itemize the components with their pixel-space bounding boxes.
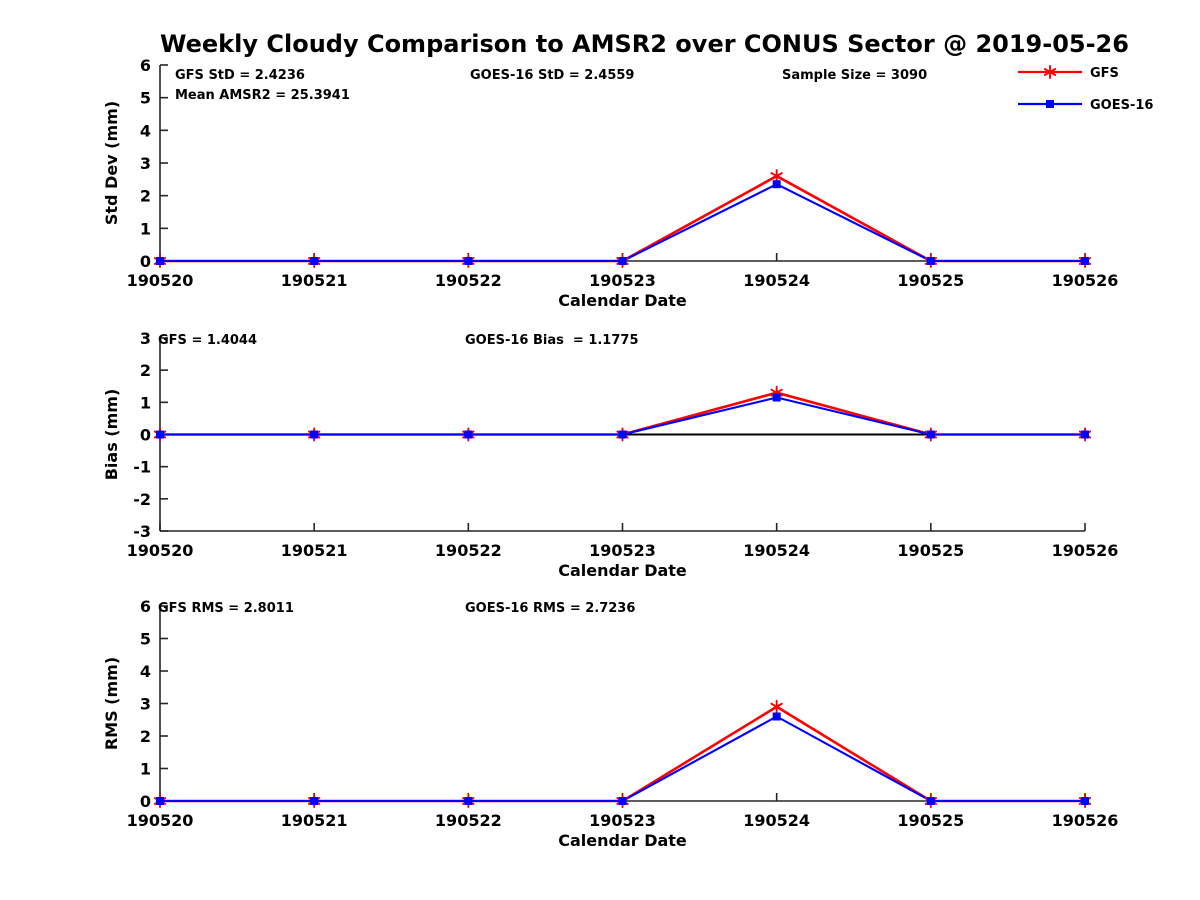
y-tick-label: 1 bbox=[140, 393, 151, 412]
square-marker-icon bbox=[1081, 430, 1089, 439]
square-marker-icon bbox=[310, 257, 319, 265]
x-tick-label: 190526 bbox=[1052, 271, 1119, 290]
square-marker-icon bbox=[926, 430, 935, 439]
x-tick-label: 190520 bbox=[127, 811, 194, 830]
stat-annotation: GFS RMS = 2.8011 bbox=[158, 601, 294, 616]
square-marker-icon bbox=[926, 257, 935, 265]
x-tick-label: 190520 bbox=[127, 271, 194, 290]
x-tick-label: 190523 bbox=[589, 541, 656, 560]
square-marker-icon bbox=[156, 257, 164, 265]
stat-annotation: GOES-16 Bias = 1.1775 bbox=[465, 333, 639, 348]
square-marker-icon bbox=[618, 257, 627, 265]
chart-std-dev-mm: 0 1 2 3 4 5 6 190520 190521 190522 190523 190524 190… bbox=[102, 56, 1118, 310]
x-tick-label: 190525 bbox=[897, 541, 964, 560]
x-tick-label: 190521 bbox=[281, 811, 348, 830]
x-tick-label: 190525 bbox=[897, 811, 964, 830]
x-tick-label: 190524 bbox=[743, 271, 810, 290]
y-tick-label: 1 bbox=[140, 760, 151, 779]
square-marker-icon bbox=[1081, 257, 1089, 265]
y-tick-label: 1 bbox=[140, 219, 151, 238]
gfs-line bbox=[160, 174, 1085, 263]
gfs-markers bbox=[153, 169, 1092, 268]
square-marker-icon bbox=[156, 430, 164, 439]
y-tick-label: 5 bbox=[140, 630, 151, 649]
y-tick-label: 5 bbox=[140, 89, 151, 108]
goes-16-markers bbox=[156, 393, 1089, 439]
square-marker-icon bbox=[772, 180, 781, 189]
chart-rms-mm: 0 1 2 3 4 5 6 190520 190521 190522 190523 190524 190… bbox=[102, 597, 1118, 850]
x-tick-label: 190524 bbox=[743, 541, 810, 560]
x-tick-label: 190522 bbox=[435, 271, 502, 290]
figure-title: Weekly Cloudy Comparison to AMSR2 over C… bbox=[160, 30, 1129, 58]
stat-annotation: Mean AMSR2 = 25.3941 bbox=[175, 88, 350, 103]
asterisk-marker-icon bbox=[770, 699, 783, 714]
stat-annotation: GFS StD = 2.4236 bbox=[175, 68, 305, 83]
y-tick-label: 3 bbox=[140, 154, 151, 173]
square-marker-icon bbox=[926, 797, 935, 805]
y-tick-label: 4 bbox=[140, 662, 151, 681]
stat-annotation: Sample Size = 3090 bbox=[782, 68, 927, 83]
y-tick-label: 0 bbox=[140, 426, 151, 445]
y-tick-label: 0 bbox=[140, 252, 151, 271]
y-tick-label: 0 bbox=[140, 792, 151, 811]
square-marker-icon bbox=[618, 430, 627, 439]
square-marker-icon bbox=[772, 393, 781, 402]
x-tick-label: 190523 bbox=[589, 271, 656, 290]
y-axis-label: Std Dev (mm) bbox=[102, 101, 121, 225]
y-tick-label: -2 bbox=[133, 490, 151, 509]
chart-bias-mm: -3 -2 -1 0 1 2 3 190520 190521 190522 190523 190524… bbox=[102, 329, 1118, 580]
goes-16-line bbox=[160, 715, 1085, 803]
x-tick-label: 190522 bbox=[435, 811, 502, 830]
square-marker-icon bbox=[618, 797, 627, 805]
x-tick-label: 190525 bbox=[897, 271, 964, 290]
square-marker-icon bbox=[1046, 100, 1054, 108]
x-tick-label: 190522 bbox=[435, 541, 502, 560]
stat-annotation: GOES-16 RMS = 2.7236 bbox=[465, 601, 635, 616]
asterisk-marker-icon bbox=[770, 169, 783, 184]
x-tick-label: 190521 bbox=[281, 271, 348, 290]
x-tick-label: 190520 bbox=[127, 541, 194, 560]
goes-16-markers bbox=[156, 180, 1089, 265]
y-tick-label: 6 bbox=[140, 56, 151, 75]
goes-16-line bbox=[160, 183, 1085, 263]
y-tick-label: 3 bbox=[140, 329, 151, 348]
gfs-line bbox=[160, 705, 1085, 803]
y-axis-label: RMS (mm) bbox=[102, 657, 121, 750]
square-marker-icon bbox=[310, 430, 319, 439]
square-marker-icon bbox=[772, 712, 781, 721]
x-tick-label: 190524 bbox=[743, 811, 810, 830]
x-tick-label: 190523 bbox=[589, 811, 656, 830]
y-tick-label: 2 bbox=[140, 361, 151, 380]
y-axis-label: Bias (mm) bbox=[102, 389, 121, 481]
asterisk-marker-icon bbox=[1043, 65, 1057, 79]
y-tick-label: 4 bbox=[140, 121, 151, 140]
x-tick-label: 190521 bbox=[281, 541, 348, 560]
y-tick-label: 2 bbox=[140, 727, 151, 746]
square-marker-icon bbox=[1081, 797, 1089, 805]
square-marker-icon bbox=[310, 797, 319, 805]
x-tick-label: 190526 bbox=[1052, 541, 1119, 560]
x-axis-label: Calendar Date bbox=[558, 831, 687, 850]
goes-16-markers bbox=[156, 712, 1089, 805]
square-marker-icon bbox=[464, 430, 473, 439]
y-tick-label: 6 bbox=[140, 597, 151, 616]
y-tick-label: 3 bbox=[140, 695, 151, 714]
y-tick-label: -3 bbox=[133, 522, 151, 541]
y-tick-label: 2 bbox=[140, 187, 151, 206]
legend: GFS GOES-16 bbox=[1018, 65, 1153, 113]
gfs-markers bbox=[153, 699, 1092, 808]
square-marker-icon bbox=[156, 797, 164, 805]
legend-label-gfs: GFS bbox=[1090, 66, 1119, 81]
square-marker-icon bbox=[464, 257, 473, 265]
stat-annotation: GOES-16 StD = 2.4559 bbox=[470, 68, 634, 83]
y-tick-label: -1 bbox=[133, 458, 151, 477]
x-axis-label: Calendar Date bbox=[558, 291, 687, 310]
x-axis-label: Calendar Date bbox=[558, 561, 687, 580]
x-tick-label: 190526 bbox=[1052, 811, 1119, 830]
legend-label-goes-16: GOES-16 bbox=[1090, 98, 1153, 113]
stat-annotation: GFS = 1.4044 bbox=[158, 333, 257, 348]
square-marker-icon bbox=[464, 797, 473, 805]
